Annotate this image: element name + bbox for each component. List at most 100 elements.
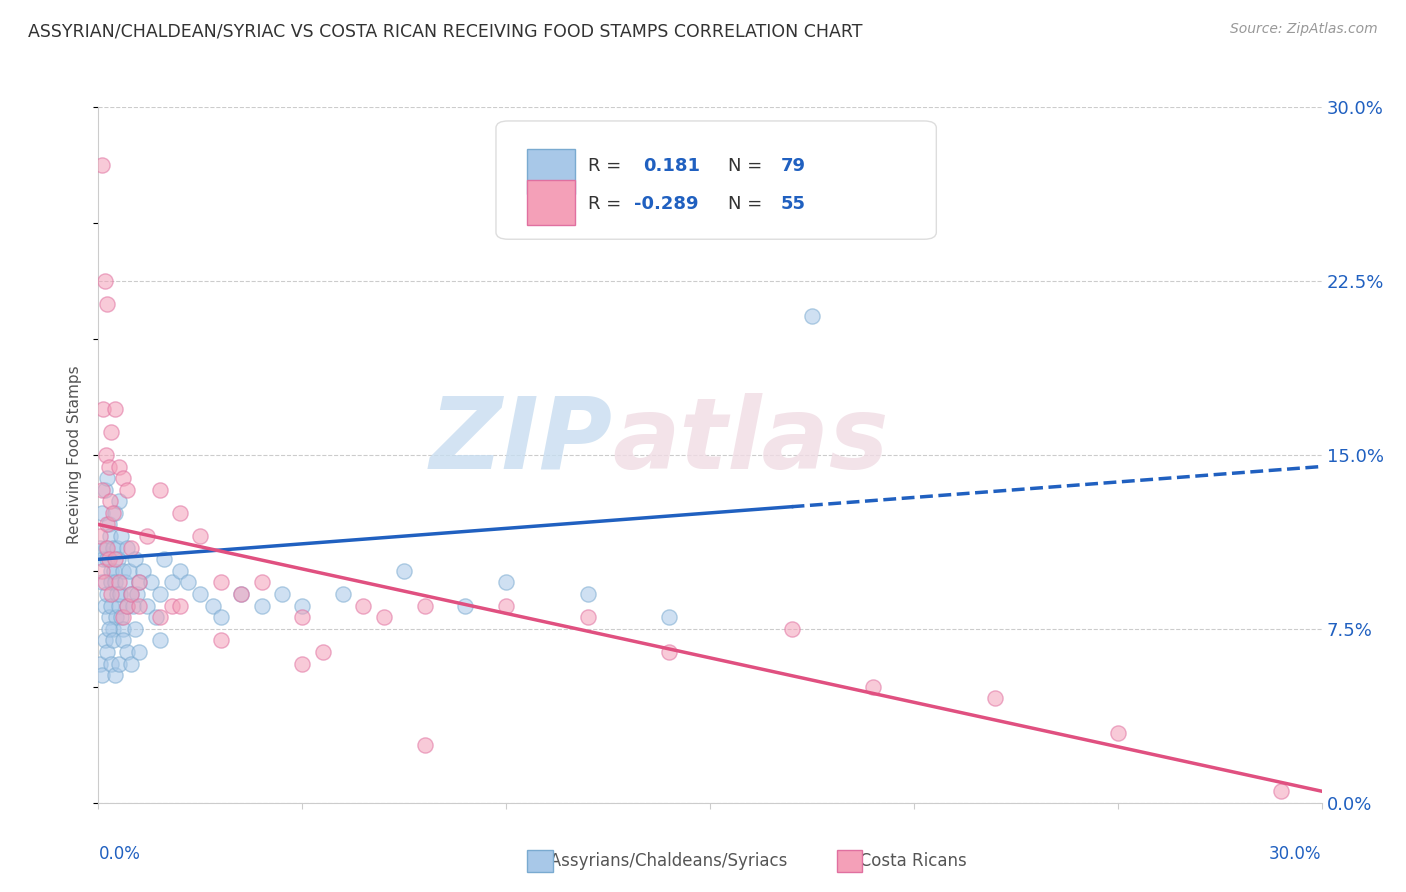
Point [100,425,122,439]
Point [108,459,131,474]
Point [136,599,159,613]
Point [110,610,132,624]
Point [124,552,146,566]
Point [132,564,155,578]
Point [352,599,374,613]
Text: 55: 55 [780,195,806,213]
Point [90,158,112,172]
Point [96,552,118,566]
Point [120,657,142,671]
Point [136,529,159,543]
Point [209,610,232,624]
Point [111,471,134,485]
Point [108,494,131,508]
Point [101,541,124,555]
Point [152,552,174,566]
Y-axis label: Receiving Food Stamps: Receiving Food Stamps [67,366,83,544]
Point [122,599,145,613]
Point [495,575,517,590]
Point [104,610,127,624]
Point [90,575,112,590]
Point [250,599,273,613]
Point [108,587,131,601]
Point [413,738,436,752]
Point [91,506,114,520]
Point [96,587,118,601]
Point [270,587,294,601]
FancyBboxPatch shape [527,180,575,226]
Point [128,575,150,590]
Point [108,575,131,590]
Point [250,575,273,590]
Point [103,564,125,578]
Point [96,517,118,532]
Point [89,657,111,671]
Point [984,691,1007,706]
Text: 79: 79 [780,157,806,175]
Text: atlas: atlas [612,392,889,490]
Point [97,459,120,474]
Point [101,506,124,520]
Point [97,517,120,532]
Point [160,575,183,590]
Point [100,657,122,671]
Point [91,668,114,682]
Text: -0.289: -0.289 [634,195,699,213]
Point [291,599,314,613]
Text: Source: ZipAtlas.com: Source: ZipAtlas.com [1230,22,1378,37]
Text: N =: N = [728,195,768,213]
Point [169,506,191,520]
Point [101,633,124,648]
Point [658,645,681,659]
Point [145,610,167,624]
Text: 0.0%: 0.0% [98,845,141,863]
Point [111,610,134,624]
Point [105,541,128,555]
Point [114,575,136,590]
Point [576,610,599,624]
Point [169,564,191,578]
Point [89,529,111,543]
Point [209,633,232,648]
Point [801,309,824,323]
Point [108,599,131,613]
Point [93,274,115,288]
Point [141,575,163,590]
Point [1107,726,1129,740]
Point [91,483,114,497]
Point [94,448,117,462]
Point [231,587,253,601]
Point [91,552,114,566]
Text: R =: R = [588,195,627,213]
Point [149,587,172,601]
Point [110,529,132,543]
Point [120,587,142,601]
Point [100,599,122,613]
Point [96,645,118,659]
Point [149,610,172,624]
Point [104,552,127,566]
Point [93,483,115,497]
Point [89,541,111,555]
Text: Costa Ricans: Costa Ricans [844,852,966,870]
Point [100,564,122,578]
Point [115,645,138,659]
Point [231,587,253,601]
Point [188,529,212,543]
Point [94,541,117,555]
Point [1270,784,1292,798]
Point [495,599,517,613]
Point [111,633,134,648]
Point [91,401,114,416]
Point [128,575,150,590]
Point [104,575,127,590]
Point [91,564,114,578]
Point [124,622,146,636]
Point [312,645,335,659]
Point [177,575,200,590]
Point [96,471,118,485]
Point [160,599,183,613]
Point [149,483,172,497]
Point [291,610,314,624]
Point [392,564,416,578]
